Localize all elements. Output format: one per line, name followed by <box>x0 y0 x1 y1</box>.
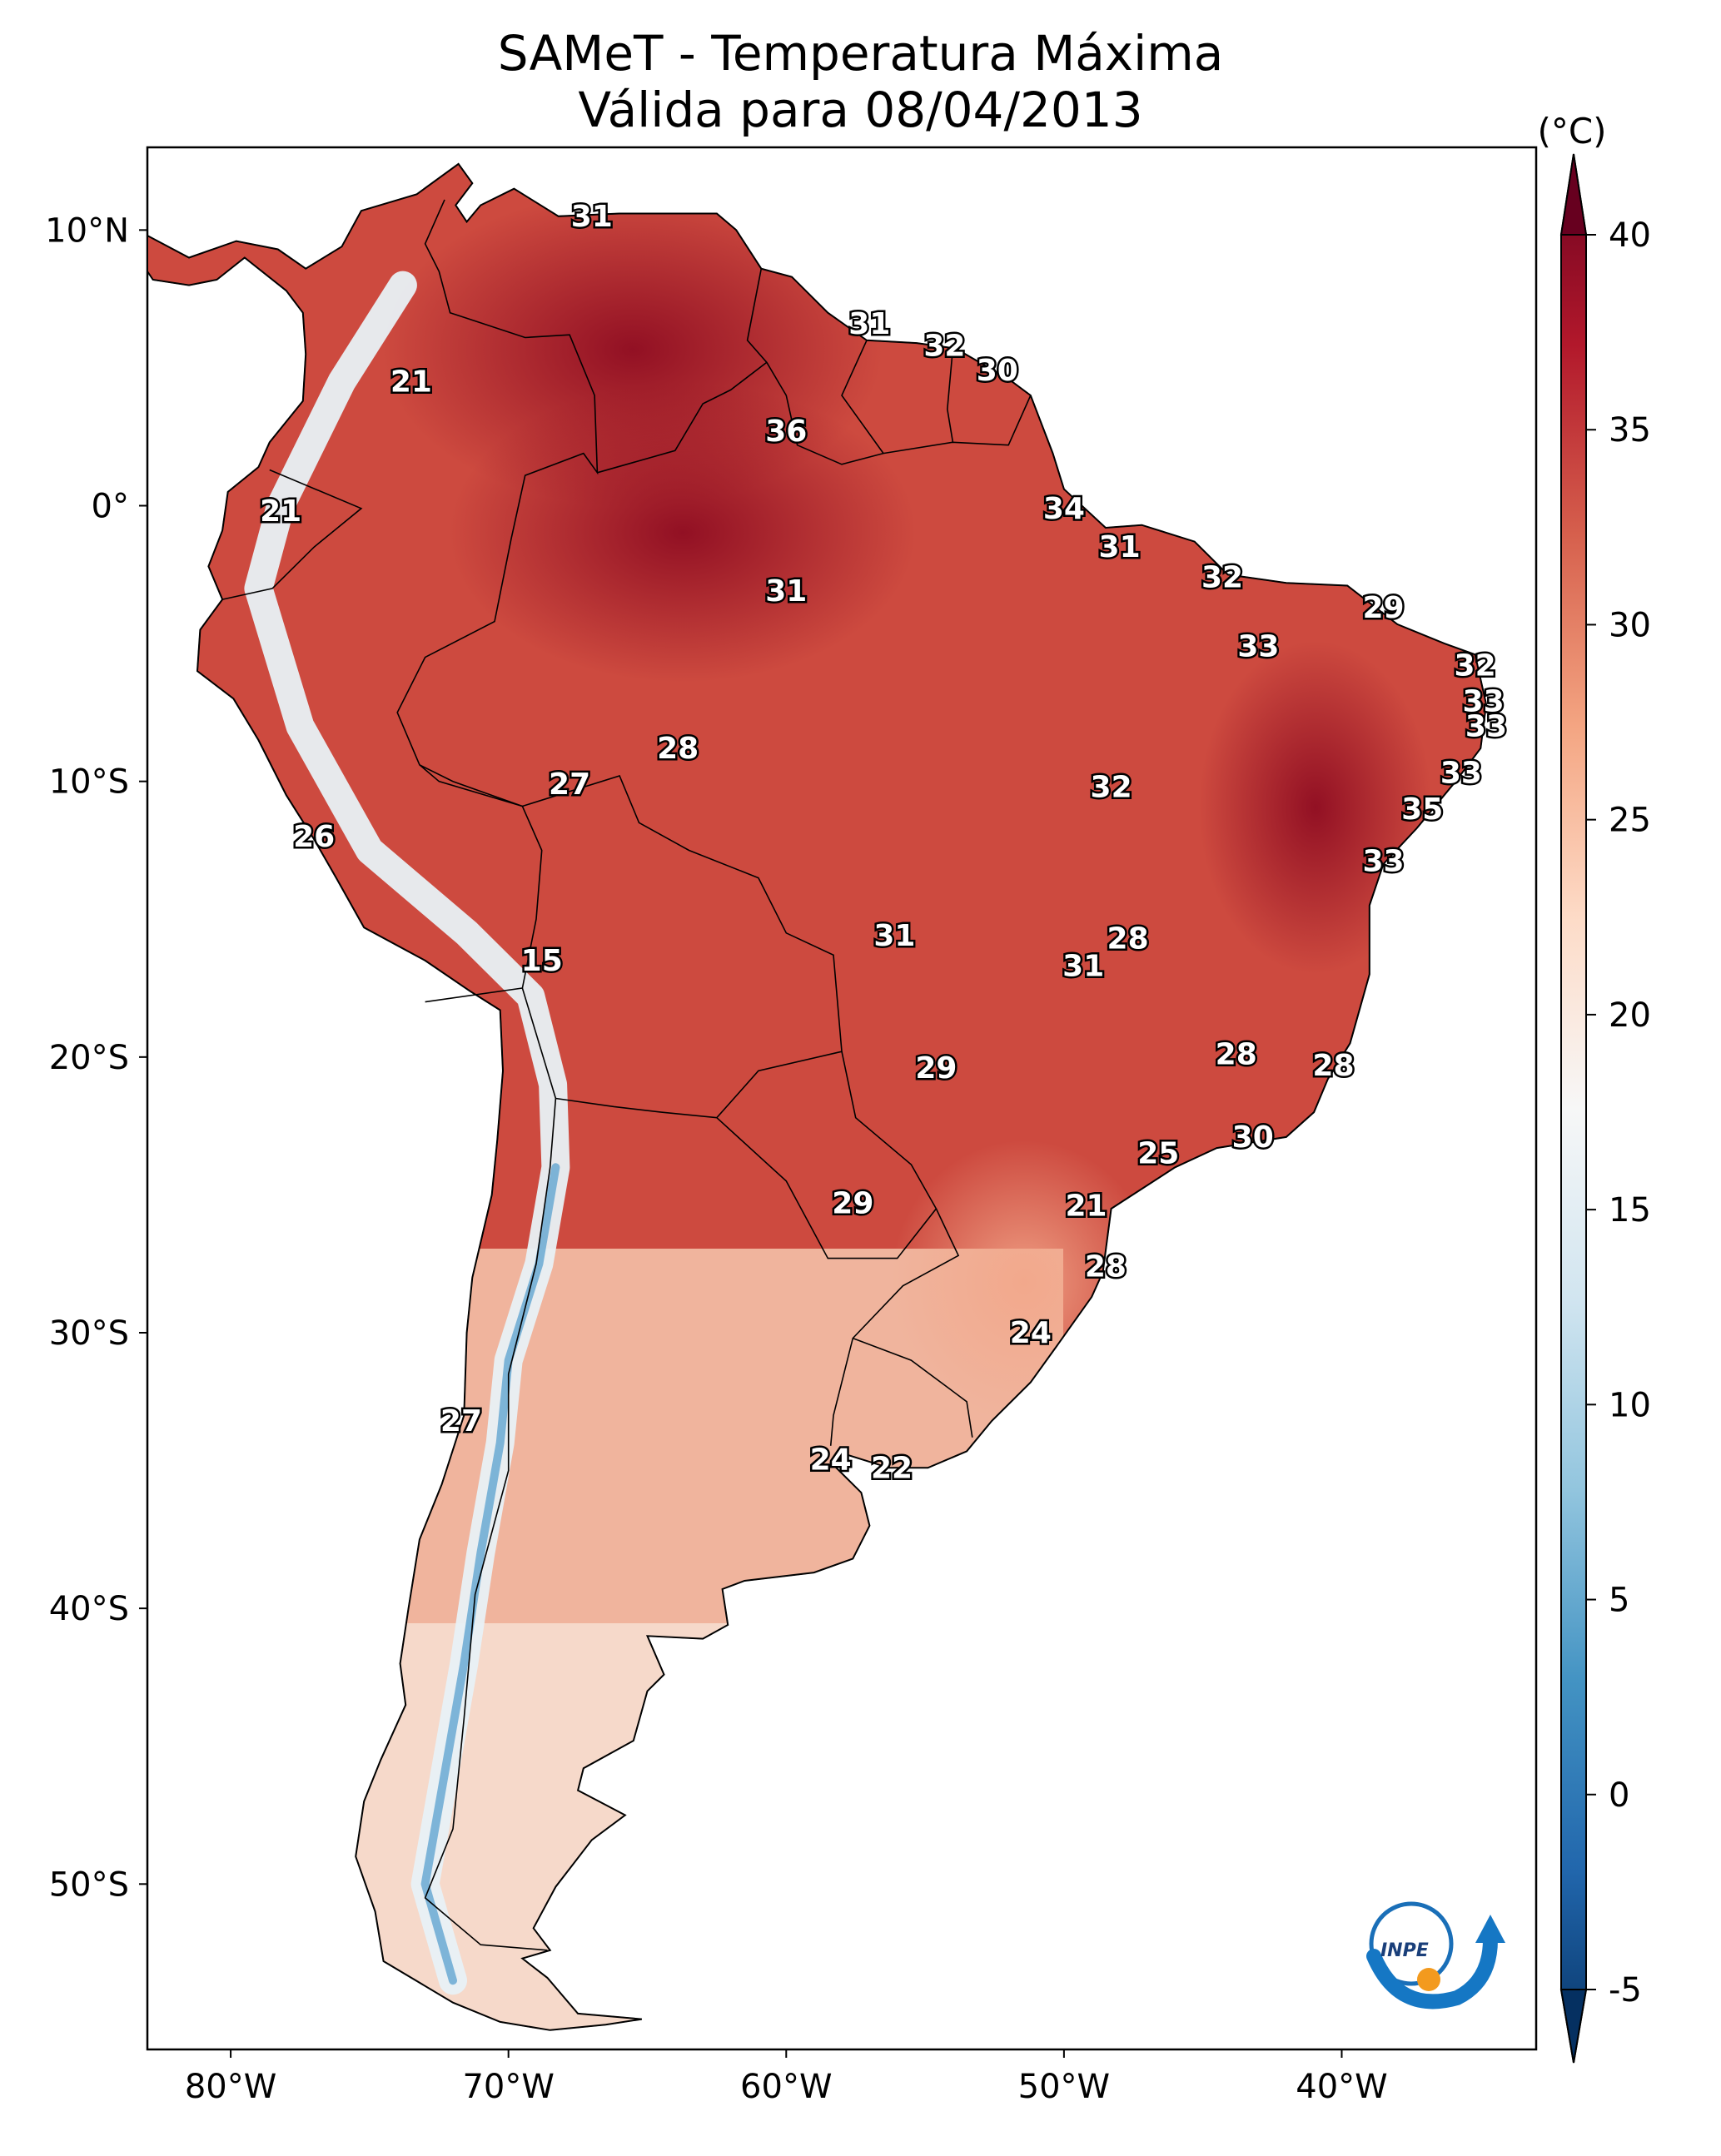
temperature-label: 15 <box>521 944 563 978</box>
longitude-axis: 80°W 70°W 60°W 50°W 40°W <box>185 2049 1388 2106</box>
temperature-label: 26 <box>293 820 335 854</box>
country-border <box>221 469 363 600</box>
colorbar-tick-label: 30 <box>1609 606 1651 644</box>
colorbar-top-extend <box>1559 153 1588 236</box>
colorbar-unit: (°C) <box>1537 111 1606 152</box>
colorbar-tick-label: 5 <box>1609 1582 1629 1620</box>
temperature-label: 32 <box>1201 561 1243 595</box>
temperature-label: 31 <box>571 200 613 234</box>
andes-cold-core <box>420 1163 560 1985</box>
country-border <box>853 1337 973 1438</box>
colorbar-tick-label: 20 <box>1609 996 1651 1035</box>
temperature-label: 29 <box>915 1051 957 1085</box>
temperature-label: 34 <box>1043 492 1085 526</box>
colorbar-tick-label: 40 <box>1609 216 1651 255</box>
colorbar-tick-label: 35 <box>1609 411 1651 450</box>
temperature-label: 30 <box>1232 1120 1274 1155</box>
temperature-label: 35 <box>1401 792 1443 827</box>
temperature-label: 31 <box>848 307 890 341</box>
map-title-line1: SAMeT - Temperatura Máxima <box>497 25 1224 82</box>
lon-tick-label: 70°W <box>462 2068 554 2106</box>
temperature-label: 31 <box>765 574 807 609</box>
temperature-label: 28 <box>657 732 699 766</box>
temperature-label: 30 <box>977 354 1018 388</box>
temperature-label: 33 <box>1465 709 1507 743</box>
temperature-label: 32 <box>1455 649 1496 683</box>
lat-tick-label: 10°N <box>45 211 129 250</box>
temperature-label: 24 <box>810 1443 852 1477</box>
temperature-label: 33 <box>1237 629 1279 663</box>
temperature-label: 21 <box>390 365 432 399</box>
temperature-label: 29 <box>1362 591 1404 625</box>
colorbar-tick-label: 10 <box>1609 1386 1651 1424</box>
country-border <box>597 361 768 474</box>
coastline <box>147 162 1488 2031</box>
lat-tick-label: 20°S <box>49 1039 129 1077</box>
temperature-label: 27 <box>549 768 590 802</box>
colorbar-tick-label: 15 <box>1609 1191 1651 1230</box>
lat-tick-label: 50°S <box>49 1865 129 1904</box>
temperature-label: 31 <box>1062 950 1104 984</box>
temperature-label: 25 <box>1137 1137 1179 1171</box>
hot-amazon-zone <box>450 383 916 683</box>
country-borders <box>221 199 1032 1951</box>
country-border <box>716 1051 938 1259</box>
country-border <box>946 348 954 443</box>
lon-tick-label: 80°W <box>185 2068 276 2106</box>
country-border <box>522 775 843 1119</box>
logo-text: INPE <box>1380 1940 1429 1961</box>
colorbar-body <box>1560 153 1587 2064</box>
temperature-label: 21 <box>1066 1190 1107 1224</box>
lon-tick-label: 40°W <box>1296 2068 1387 2106</box>
colorbar-tick-label: 0 <box>1609 1776 1629 1815</box>
inpe-logo: INPE <box>1366 1901 1505 2009</box>
temperature-label: 36 <box>765 415 807 449</box>
lon-tick-label: 60°W <box>740 2068 832 2106</box>
lat-tick-label: 40°S <box>49 1590 129 1628</box>
country-border <box>746 268 1032 465</box>
temperature-label: 28 <box>1216 1038 1257 1072</box>
latitude-axis: 10°N 0° 10°S 20°S 30°S 40°S 50°S <box>45 211 147 1904</box>
lat-tick-label: 0° <box>92 488 129 526</box>
temperature-label: 33 <box>1362 845 1404 879</box>
colorbar-tick-label: 25 <box>1609 802 1651 840</box>
map-title-line2: Válida para 08/04/2013 <box>578 82 1143 138</box>
temperature-label: 28 <box>1107 922 1149 956</box>
colorbar-tick-label: -5 <box>1609 1971 1642 2009</box>
colorbar: (°C) 40 35 30 25 20 15 10 5 0 -5 <box>1537 111 1651 2064</box>
temperature-label: 21 <box>260 494 301 529</box>
temperature-label: 33 <box>1463 685 1505 719</box>
colorbar-bottom-extend <box>1559 1989 1588 2064</box>
country-border <box>841 340 884 455</box>
lat-tick-label: 30°S <box>49 1314 129 1353</box>
country-border <box>419 764 523 807</box>
temperature-label: 31 <box>1099 530 1141 564</box>
temperature-label: 28 <box>1312 1049 1354 1083</box>
temperature-label: 33 <box>1440 757 1482 791</box>
temperature-label: 31 <box>873 919 915 953</box>
temperature-label: 27 <box>440 1404 482 1438</box>
temperature-label: 28 <box>1085 1250 1127 1284</box>
temperature-label: 32 <box>923 329 965 363</box>
temperature-label: 32 <box>1091 770 1132 804</box>
country-border <box>829 1208 960 1446</box>
temperature-label: 24 <box>1010 1316 1052 1350</box>
lon-tick-label: 50°W <box>1018 2068 1110 2106</box>
temperature-label: 29 <box>832 1186 873 1220</box>
temperature-label: 22 <box>871 1451 913 1485</box>
lat-tick-label: 10°S <box>49 763 129 802</box>
